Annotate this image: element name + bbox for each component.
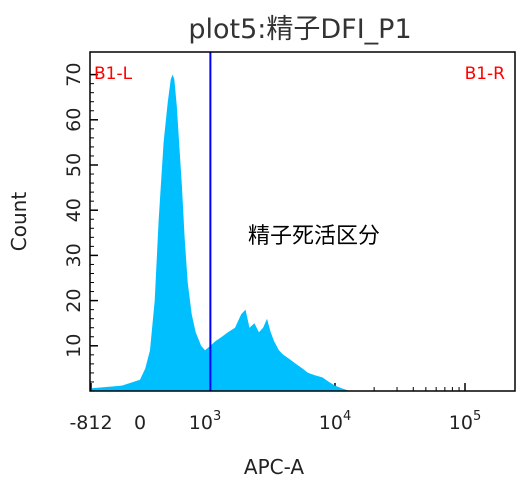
x-tick-label: 103	[189, 409, 221, 434]
gate-right-label: B1-R	[465, 64, 506, 84]
chart-title: plot5:精子DFI_P1	[188, 14, 411, 45]
x-tick-label: 0	[134, 412, 146, 434]
y-tick-label: 10	[63, 334, 85, 358]
y-axis-tick-labels: 10 20 30 40 50 60 70	[63, 63, 85, 358]
gate-left-label: B1-L	[94, 64, 133, 84]
y-axis-label: Count	[7, 192, 31, 252]
annotation-label: 精子死活区分	[248, 224, 380, 249]
x-tick-label: -812	[69, 412, 112, 434]
y-tick-label: 20	[63, 289, 85, 313]
x-tick-label: 105	[449, 409, 481, 434]
plot-area: B1-L B1-R 精子死活区分	[89, 51, 516, 392]
y-tick-label: 60	[63, 108, 85, 132]
y-tick-label: 70	[63, 63, 85, 87]
y-tick-label: 50	[63, 153, 85, 177]
x-axis-tick-labels: -812 0 103 104 105	[69, 409, 481, 434]
histogram-area	[91, 74, 350, 391]
y-tick-label: 40	[63, 198, 85, 222]
y-tick-label: 30	[63, 243, 85, 267]
plot-frame	[89, 51, 516, 392]
x-axis-label: APC-A	[244, 455, 304, 479]
x-tick-label: 104	[319, 409, 351, 434]
